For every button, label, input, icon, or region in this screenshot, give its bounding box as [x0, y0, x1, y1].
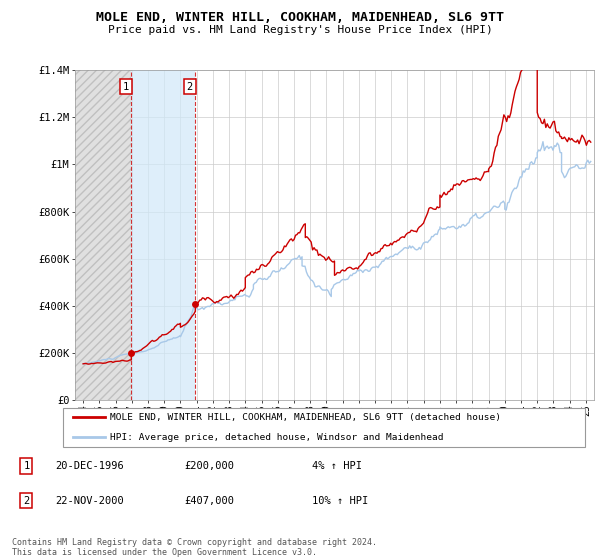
Text: MOLE END, WINTER HILL, COOKHAM, MAIDENHEAD, SL6 9TT: MOLE END, WINTER HILL, COOKHAM, MAIDENHE… — [96, 11, 504, 24]
Text: 10% ↑ HPI: 10% ↑ HPI — [311, 496, 368, 506]
Text: Price paid vs. HM Land Registry's House Price Index (HPI): Price paid vs. HM Land Registry's House … — [107, 25, 493, 35]
Text: £200,000: £200,000 — [185, 461, 235, 471]
Bar — [131, 70, 196, 400]
Text: 22-NOV-2000: 22-NOV-2000 — [55, 496, 124, 506]
Bar — [75, 70, 131, 400]
Text: MOLE END, WINTER HILL, COOKHAM, MAIDENHEAD, SL6 9TT (detached house): MOLE END, WINTER HILL, COOKHAM, MAIDENHE… — [110, 413, 501, 422]
Text: 1: 1 — [122, 82, 129, 91]
Text: HPI: Average price, detached house, Windsor and Maidenhead: HPI: Average price, detached house, Wind… — [110, 433, 443, 442]
Text: 4% ↑ HPI: 4% ↑ HPI — [311, 461, 362, 471]
Text: Contains HM Land Registry data © Crown copyright and database right 2024.
This d: Contains HM Land Registry data © Crown c… — [12, 538, 377, 557]
Text: £407,000: £407,000 — [185, 496, 235, 506]
Text: 2: 2 — [23, 496, 29, 506]
Text: 2: 2 — [187, 82, 193, 91]
Text: 1: 1 — [23, 461, 29, 471]
Text: 20-DEC-1996: 20-DEC-1996 — [55, 461, 124, 471]
